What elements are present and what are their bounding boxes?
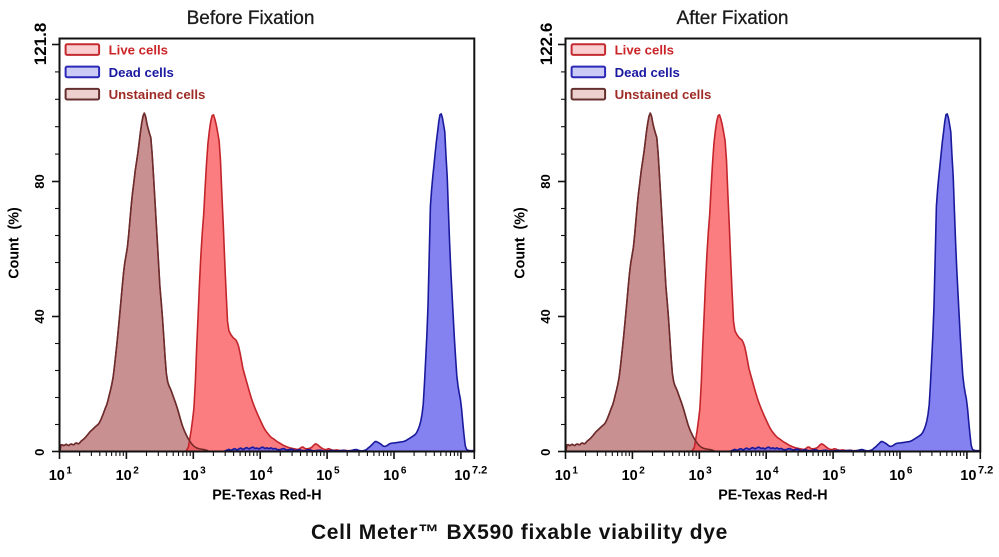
svg-text:Unstained cells: Unstained cells xyxy=(615,87,712,102)
svg-text:121.8: 121.8 xyxy=(31,23,50,66)
svg-text:40: 40 xyxy=(32,309,47,323)
svg-text:Before Fixation: Before Fixation xyxy=(187,8,315,29)
svg-text:Count (%): Count (%) xyxy=(7,207,23,279)
svg-text:Live cells: Live cells xyxy=(109,43,168,58)
svg-text:PE-Texas Red-H: PE-Texas Red-H xyxy=(718,488,827,504)
svg-text:40: 40 xyxy=(538,309,553,323)
svg-text:Dead cells: Dead cells xyxy=(109,65,174,80)
svg-text:Unstained cells: Unstained cells xyxy=(109,87,206,102)
svg-text:80: 80 xyxy=(32,174,47,188)
svg-text:0: 0 xyxy=(32,449,47,456)
svg-text:Live cells: Live cells xyxy=(615,43,674,58)
svg-text:122.6: 122.6 xyxy=(537,23,556,66)
svg-text:0: 0 xyxy=(538,449,553,456)
svg-text:After Fixation: After Fixation xyxy=(677,8,789,29)
svg-text:Dead cells: Dead cells xyxy=(615,65,680,80)
svg-text:Cell Meter™ BX590 fixable viab: Cell Meter™ BX590 fixable viability dye xyxy=(311,521,728,544)
svg-text:Count (%): Count (%) xyxy=(513,207,529,279)
svg-text:PE-Texas Red-H: PE-Texas Red-H xyxy=(212,488,321,504)
svg-text:80: 80 xyxy=(538,174,553,188)
